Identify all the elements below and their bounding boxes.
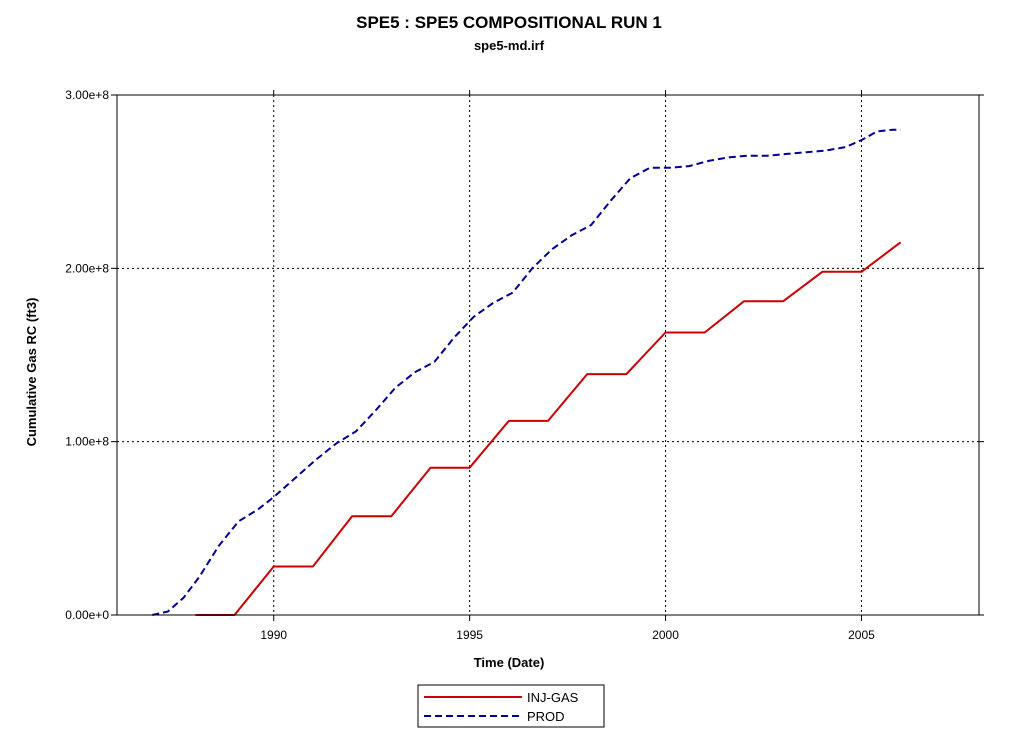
x-tick-label: 1995 — [456, 628, 483, 642]
axis-ticks: 1990 1995 2000 2005 0.00e+0 1.00e+8 2.00e+8 3.0… — [65, 88, 984, 642]
grid-lines — [117, 95, 979, 615]
x-axis-label: Time (Date) — [474, 655, 545, 670]
series-line-inj-gas — [195, 241, 902, 616]
y-tick-label: 2.00e+8 — [65, 261, 109, 275]
x-tick-label: 1990 — [260, 628, 287, 642]
x-tick-label: 2000 — [652, 628, 679, 642]
chart-subtitle: spe5-md.irf — [474, 38, 545, 53]
legend-label: INJ-GAS — [527, 690, 579, 705]
y-tick-label: 1.00e+8 — [65, 435, 109, 449]
legend-box — [417, 684, 605, 728]
y-tick-label: 0.00e+0 — [65, 608, 109, 622]
y-axis-label: Cumulative Gas RC (ft3) — [24, 298, 39, 447]
plot-area-frame — [116, 94, 980, 616]
legend-label: PROD — [527, 709, 565, 724]
x-tick-label: 2005 — [848, 628, 875, 642]
series-layer — [152, 128, 902, 616]
series-line-prod — [152, 128, 901, 616]
chart-title: SPE5 : SPE5 COMPOSITIONAL RUN 1 — [356, 13, 662, 32]
legend: INJ-GAS PROD — [417, 684, 605, 728]
y-tick-label: 3.00e+8 — [65, 88, 109, 102]
